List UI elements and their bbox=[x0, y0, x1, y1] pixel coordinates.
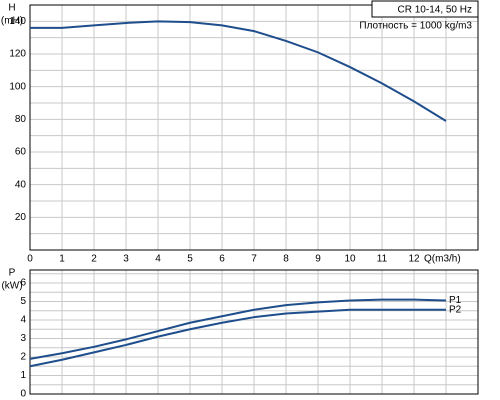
y-tick-label: 3 bbox=[20, 333, 26, 344]
y-axis-label: P bbox=[9, 268, 16, 279]
legend-label: P1 bbox=[449, 295, 462, 306]
y-axis-unit: (kW) bbox=[1, 281, 22, 292]
x-tick-label: 1 bbox=[59, 254, 65, 265]
x-tick-label: 5 bbox=[187, 254, 193, 265]
y-axis-unit: (mH) bbox=[1, 16, 23, 27]
series-line bbox=[30, 20, 447, 122]
y-tick-label: 40 bbox=[15, 179, 27, 190]
y-tick-label: 20 bbox=[15, 212, 27, 223]
x-tick-label: 8 bbox=[283, 254, 289, 265]
x-tick-label: 2 bbox=[91, 254, 97, 265]
annotation-box bbox=[371, 0, 479, 18]
y-tick-label: 60 bbox=[15, 147, 27, 158]
annotation: Плотность = 1000 kg/m3 bbox=[359, 21, 472, 32]
y-tick-label: 80 bbox=[15, 114, 27, 125]
plot-frame bbox=[29, 269, 479, 395]
x-tick-label: 0 bbox=[27, 254, 33, 265]
x-tick-label: 11 bbox=[377, 254, 388, 265]
y-axis-label: H bbox=[8, 3, 15, 14]
y-tick-label: 2 bbox=[20, 352, 26, 363]
x-tick-label: 9 bbox=[315, 254, 321, 265]
x-tick-label: 12 bbox=[408, 254, 420, 265]
plot-frame bbox=[29, 4, 479, 251]
x-axis-label: Q(m3/h) bbox=[424, 254, 461, 265]
x-tick-label: 3 bbox=[123, 254, 129, 265]
y-tick-label: 0 bbox=[20, 389, 26, 400]
x-tick-label: 4 bbox=[155, 254, 161, 265]
x-tick-label: 10 bbox=[344, 254, 356, 265]
annotation: CR 10-14, 50 Hz bbox=[398, 5, 472, 16]
legend-label: P2 bbox=[449, 304, 462, 315]
y-tick-label: 6 bbox=[20, 278, 26, 289]
x-tick-label: 6 bbox=[219, 254, 225, 265]
series-line bbox=[29, 308, 446, 368]
series-line bbox=[29, 298, 447, 360]
y-tick-label: 1 bbox=[20, 370, 26, 381]
x-tick-label: 7 bbox=[251, 254, 257, 265]
y-tick-label: 5 bbox=[20, 296, 26, 307]
y-tick-label: 120 bbox=[9, 49, 26, 60]
y-tick-label: 4 bbox=[20, 315, 26, 326]
y-tick-label: 140 bbox=[9, 16, 26, 27]
y-tick-label: 100 bbox=[9, 81, 26, 92]
